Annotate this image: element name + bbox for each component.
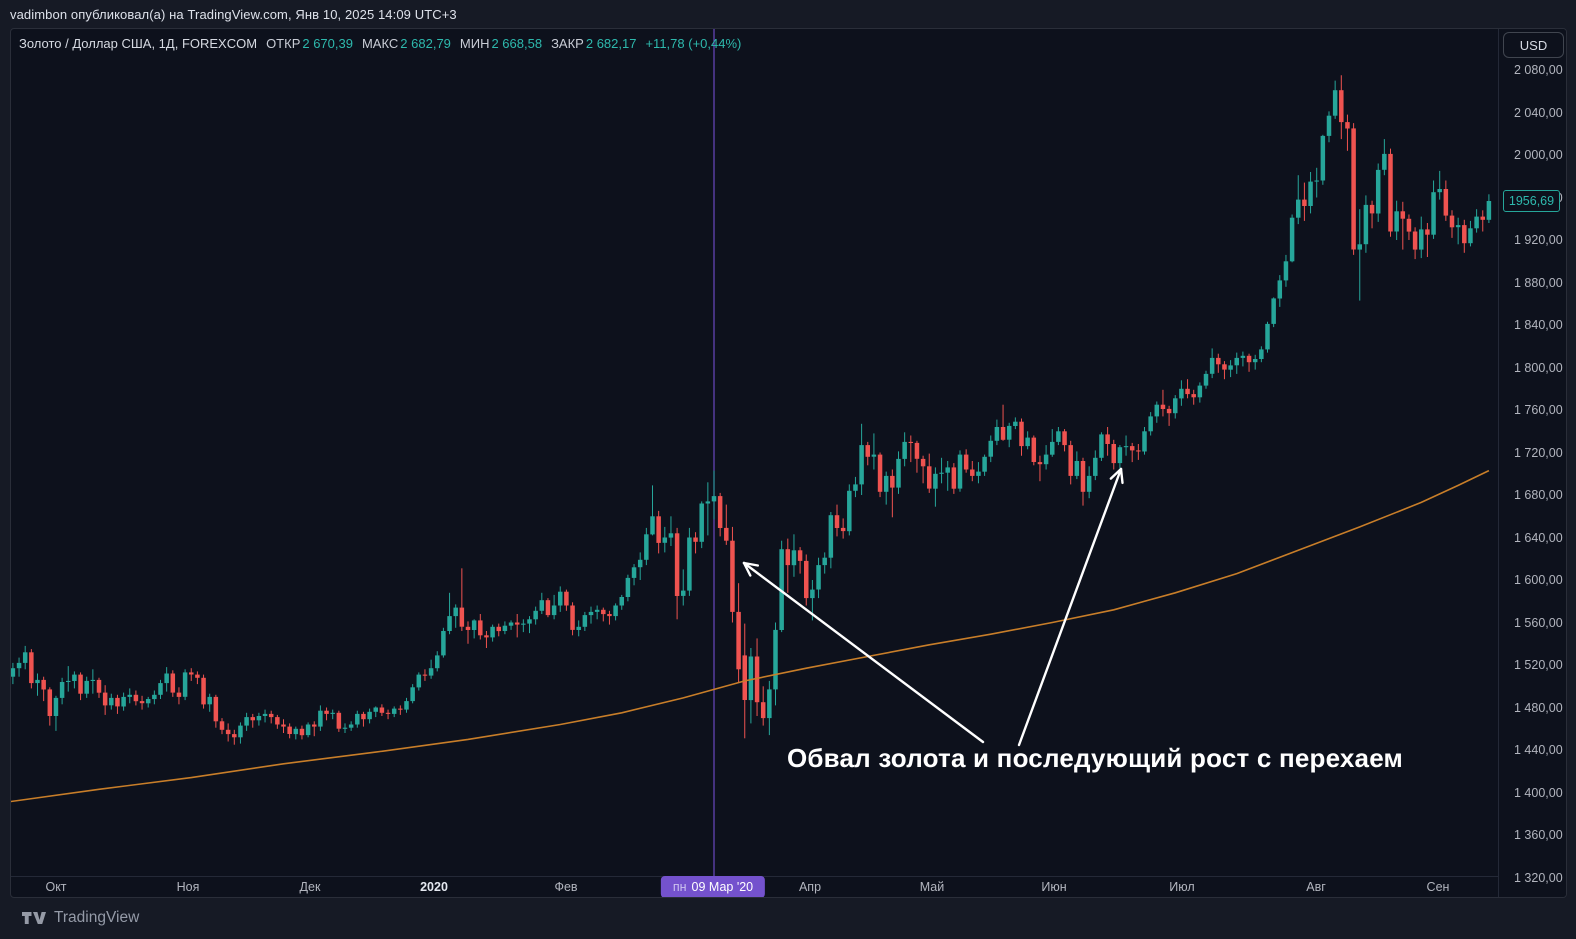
price-tick-label: 1 840,00 [1514, 318, 1563, 332]
price-tick-label: 1 480,00 [1514, 700, 1563, 715]
time-tick-label: Июн [1041, 880, 1067, 894]
time-tick-label: Авг [1306, 880, 1326, 894]
crosshair-date-badge: пн 09 Мар '20 [660, 876, 766, 897]
time-tick-label: Дек [299, 880, 321, 894]
time-axis[interactable]: Окт Ноя Дек 2020 Фев Апр Май Июн Июл Авг Сен пн 09… [11, 876, 1498, 897]
badge-date: 09 Мар '20 [691, 880, 754, 894]
price-tick-label: 1 560,00 [1514, 615, 1563, 630]
annotation-arrow [742, 561, 985, 744]
price-tick-label: 1 880,00 [1514, 275, 1563, 290]
price-tick-label: 1 680,00 [1514, 488, 1563, 502]
footer: TradingView [22, 906, 139, 930]
time-tick-label: Май [919, 880, 945, 894]
symbol-title[interactable]: Золото / Доллар США, 1Д, FOREXCOM [19, 36, 258, 51]
time-tick-label: Окт [45, 880, 67, 894]
legend-high: МАКС 2 682,79 [361, 36, 451, 51]
price-tick-label: 2 000,00 [1514, 148, 1563, 162]
chart-legend: Золото / Доллар США, 1Д, FOREXCOM ОТКР 2 … [19, 36, 741, 51]
attribution-text: vadimbon опубликовал(а) на TradingView.c… [10, 6, 457, 22]
price-axis[interactable]: USD 2 080,002 040,002 000,001 960,001 92… [1498, 29, 1566, 897]
chart-card: Золото / Доллар США, 1Д, FOREXCOM ОТКР 2 … [10, 28, 1567, 898]
price-tick-label: 1 760,00 [1514, 403, 1563, 417]
last-price-badge: 1956,69 [1503, 190, 1560, 212]
price-tick-label: 1 320,00 [1514, 870, 1563, 885]
price-tick-label: 2 040,00 [1514, 105, 1563, 120]
price-tick-label: 1 440,00 [1514, 743, 1563, 757]
legend-open: ОТКР 2 670,39 [266, 36, 353, 51]
time-tick-label: Апр [798, 880, 822, 894]
annotation-arrow [1017, 467, 1124, 747]
price-tick-label: 1 720,00 [1514, 445, 1563, 460]
price-tick-label: 1 800,00 [1514, 360, 1563, 375]
tradingview-logo-icon[interactable] [22, 910, 46, 926]
price-tick-label: 1 600,00 [1514, 573, 1563, 587]
time-tick-label: Ноя [176, 880, 200, 894]
legend-low: МИН 2 668,58 [459, 36, 543, 51]
currency-toggle-button[interactable]: USD [1503, 32, 1564, 58]
time-tick-label: Фев [554, 880, 578, 894]
annotation-text: Обвал золота и последующий рост с переха… [787, 743, 1403, 773]
time-tick-label: Июл [1169, 880, 1195, 894]
time-tick-label: 2020 [420, 880, 448, 894]
tradingview-brand-text: TradingView [54, 909, 140, 926]
time-tick-label: Сен [1426, 880, 1450, 894]
attribution-bar: vadimbon опубликовал(а) на TradingView.c… [10, 0, 457, 28]
candles-series [11, 75, 1492, 745]
candlestick-plot[interactable] [11, 29, 1498, 876]
price-tick-label: 2 080,00 [1514, 63, 1563, 77]
badge-weekday: пн [672, 880, 687, 894]
price-tick-label: 1 920,00 [1514, 233, 1563, 247]
price-tick-label: 1 640,00 [1514, 530, 1563, 545]
price-tick-label: 1 360,00 [1514, 828, 1563, 842]
legend-close: ЗАКР 2 682,17 [551, 36, 637, 51]
price-tick-label: 1 400,00 [1514, 785, 1563, 800]
change-value: +11,78 (+0,44%) [645, 36, 742, 51]
price-tick-label: 1 520,00 [1514, 658, 1563, 672]
